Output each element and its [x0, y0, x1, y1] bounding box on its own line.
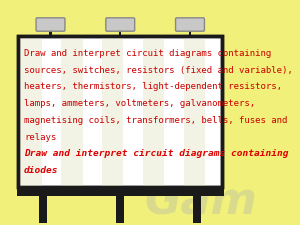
Bar: [61, 36, 82, 187]
Bar: [143, 36, 164, 187]
Text: heaters, thermistors, light-dependent resistors,: heaters, thermistors, light-dependent re…: [24, 83, 282, 92]
Bar: [20, 36, 42, 187]
Bar: [18, 36, 223, 187]
Bar: [17, 187, 224, 196]
Text: lamps, ammeters, voltmeters, galvanometers,: lamps, ammeters, voltmeters, galvanomete…: [24, 99, 255, 108]
Bar: [39, 187, 47, 223]
Bar: [193, 187, 201, 223]
Text: Draw and interpret circuit diagrams containing: Draw and interpret circuit diagrams cont…: [24, 149, 289, 158]
Text: Draw and interpret circuit diagrams containing: Draw and interpret circuit diagrams cont…: [24, 49, 271, 58]
Bar: [18, 36, 223, 187]
Text: diodes: diodes: [24, 166, 58, 175]
FancyBboxPatch shape: [36, 18, 65, 31]
Bar: [184, 36, 205, 187]
Bar: [102, 36, 123, 187]
Bar: [189, 27, 191, 36]
Bar: [116, 187, 124, 223]
Bar: [49, 27, 52, 36]
Text: relays: relays: [24, 133, 56, 142]
FancyBboxPatch shape: [106, 18, 135, 31]
Bar: [119, 27, 122, 36]
Text: Gam: Gam: [144, 180, 257, 223]
Bar: [143, 36, 164, 187]
Bar: [102, 36, 123, 187]
Bar: [184, 36, 205, 187]
FancyBboxPatch shape: [176, 18, 204, 31]
Bar: [20, 36, 42, 187]
Text: magnetising coils, transformers, bells, fuses and: magnetising coils, transformers, bells, …: [24, 116, 287, 125]
Text: sources, switches, resistors (fixed and variable),: sources, switches, resistors (fixed and …: [24, 66, 293, 75]
Bar: [61, 36, 82, 187]
